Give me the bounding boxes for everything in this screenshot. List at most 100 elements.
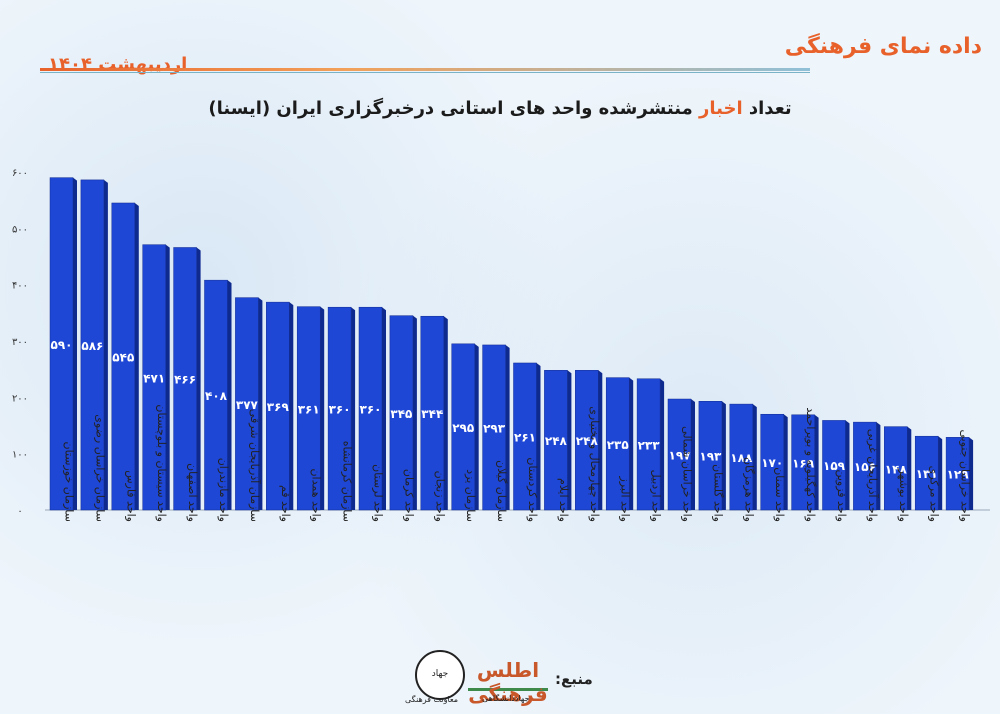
x-tick-label: سازمان یزد [464, 469, 477, 522]
y-tick-label: ۰ [17, 506, 22, 517]
atlas-logo-caption: جهاددانشگاهی [482, 694, 530, 703]
jihad-logo-caption: معاونت فرهنگی [405, 695, 459, 704]
atlas-logo: اطلس فرهنگی [468, 658, 548, 706]
x-tick-label: واحد اردبیل [650, 470, 663, 522]
bar-value-label: ۱۵۶ [854, 460, 876, 474]
bar [945, 437, 970, 511]
x-tick-label: واحد فارس [124, 470, 137, 522]
x-tick-label: واحد قزوین [835, 469, 848, 522]
bar-value-label: ۳۶۹ [267, 400, 290, 414]
bar-value-label: ۲۳۳ [638, 438, 661, 452]
bar-side [289, 302, 294, 510]
header-rule-thin [40, 72, 810, 73]
bar-side [938, 436, 943, 510]
bar-side [196, 247, 201, 510]
title-pre: تعداد [742, 98, 792, 119]
bar-value-label: ۳۶۰ [360, 403, 382, 417]
bar-side [660, 378, 665, 510]
bar-side [721, 401, 726, 510]
bar-value-label: ۵۸۶ [81, 339, 103, 353]
y-tick-label: ۴۰۰ [12, 281, 28, 292]
bar-value-label: ۳۴۵ [390, 407, 412, 421]
y-tick-label: ۳۰۰ [12, 337, 28, 348]
y-tick-label: ۶۰۰ [12, 168, 28, 179]
bar-value-label: ۳۴۴ [421, 407, 443, 421]
bar-value-label: ۲۴۸ [576, 434, 599, 448]
bar [605, 377, 630, 511]
x-tick-label: واحد سمنان [773, 467, 786, 522]
bar [358, 306, 383, 511]
bar-side [505, 344, 510, 510]
x-tick-label: واحد لرستان [372, 464, 385, 522]
bar [667, 398, 692, 511]
bar-value-label: ۱۲۹ [947, 468, 970, 482]
bar-value-label: ۲۴۸ [545, 434, 568, 448]
x-tick-label: واحد چهارمحال و بختیاری [588, 406, 601, 522]
bar [853, 421, 877, 511]
bar [80, 179, 105, 511]
bar-value-label: ۱۶۹ [792, 456, 815, 470]
x-tick-label: واحد البرز [619, 475, 632, 522]
title-post: منتشرشده واحد های استانی درخبرگزاری ایرا… [208, 98, 699, 119]
x-tick-label: سازمان گیلان [495, 460, 508, 522]
bar-side [412, 315, 417, 510]
x-tick-label: واحد اصفهان [186, 463, 199, 522]
jihad-logo: جهاد [415, 650, 465, 700]
bar-value-label: ۲۶۱ [514, 430, 536, 444]
bar [111, 202, 136, 511]
bar-value-label: ۲۳۵ [607, 438, 629, 452]
x-tick-label: واحد زنجان [433, 471, 446, 522]
x-tick-label: واحد هرمزگان [742, 457, 755, 522]
y-tick-label: ۲۰۰ [12, 393, 28, 404]
bar-side [752, 404, 757, 510]
x-tick-label: واحد ایلام [557, 478, 570, 522]
y-tick-label: ۱۰۰ [12, 450, 28, 461]
bar [296, 306, 321, 511]
bar [729, 403, 754, 511]
bar [698, 401, 723, 511]
x-tick-label: سازمان آذربایجان شرقی [248, 409, 262, 522]
x-tick-label: سازمان خوزستان [63, 442, 76, 522]
x-tick-label: واحد گلستان [711, 464, 724, 522]
bar [575, 370, 599, 511]
bar-side [73, 177, 77, 510]
chart-title: تعداد اخبار منتشرشده واحد های استانی درخ… [0, 98, 1000, 119]
bar-side [536, 362, 541, 510]
bar-side [258, 297, 263, 510]
bar [451, 343, 475, 511]
bar [142, 244, 166, 511]
x-tick-label: واحد کرمان [402, 469, 415, 522]
bar-value-label: ۴۷۱ [143, 371, 165, 385]
source-label: منبع: [555, 670, 593, 688]
bar [482, 344, 506, 511]
bar-value-label: ۱۳۱ [916, 467, 938, 481]
header-rule [40, 68, 810, 71]
bar-side [907, 426, 912, 510]
title-highlight: اخبار [699, 98, 743, 119]
bar-value-label: ۱۷۰ [761, 456, 783, 470]
x-tick-label: سازمان کرمانشاه [341, 441, 354, 522]
x-tick-label: واحد همدان [310, 468, 323, 522]
bar [173, 247, 197, 511]
bar-side [134, 202, 139, 510]
bar-value-label: ۲۹۳ [483, 421, 506, 435]
bar-value-label: ۵۹۰ [51, 338, 73, 352]
x-tick-label: واحد خراسان شمالی [681, 426, 694, 522]
bar-side [320, 306, 325, 510]
bar [266, 301, 290, 511]
bar-value-label: ۳۷۷ [236, 398, 259, 412]
bar [389, 315, 414, 511]
bar [636, 378, 661, 511]
x-tick-label: واحد کهگیلویه و بویراحمد [804, 407, 817, 522]
bar-value-label: ۴۰۸ [205, 389, 228, 403]
bar [49, 177, 74, 511]
bar-value-label: ۵۴۵ [112, 350, 134, 364]
bar-side [382, 307, 386, 510]
x-tick-label: واحد کردستان [526, 457, 539, 522]
x-tick-label: واحد آذربایجان غربی [866, 429, 880, 522]
bar [884, 426, 908, 511]
bar [235, 297, 259, 511]
bar [760, 413, 784, 511]
bar-side [783, 414, 788, 510]
